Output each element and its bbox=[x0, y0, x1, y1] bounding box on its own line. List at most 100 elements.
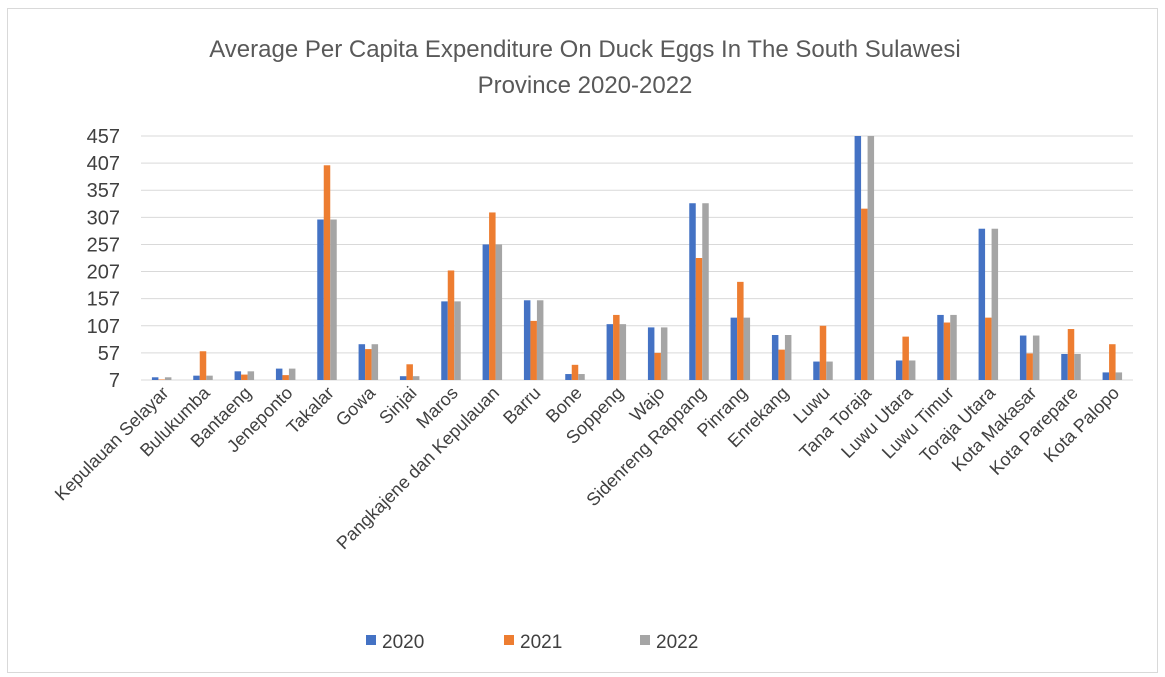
bar-2020-kepulauan-selayar bbox=[151, 377, 159, 380]
bar-2021-gowa bbox=[365, 349, 372, 380]
y-tick-label: 307 bbox=[87, 207, 120, 229]
bar-2020-kota-palopo bbox=[1102, 372, 1110, 380]
bar-2020-bone bbox=[565, 374, 572, 380]
bar-2021-soppeng bbox=[613, 314, 620, 380]
bar-2022-sidenreng-rappang bbox=[702, 203, 709, 380]
bar-2021-wajo bbox=[654, 352, 661, 380]
bar-2022-soppeng bbox=[619, 324, 627, 380]
bar-2022-kota-palopo bbox=[1115, 372, 1123, 380]
bar-2022-kepulauan-selayar bbox=[164, 377, 172, 380]
legend-swatch-2022 bbox=[640, 635, 650, 645]
bar-2021-kota-parepare bbox=[1067, 329, 1075, 380]
y-tick-label: 207 bbox=[87, 262, 120, 284]
y-tick-label: 157 bbox=[87, 289, 120, 311]
x-category-label: Sinjai bbox=[375, 383, 420, 428]
bar-2021-kota-palopo bbox=[1109, 344, 1116, 380]
bar-2020-kota-parepare bbox=[1061, 353, 1068, 380]
x-axis-categories: Kepulauan SelayarBulukumbaBantaengJenepo… bbox=[51, 382, 1123, 553]
y-tick-label: 107 bbox=[87, 316, 120, 338]
bar-2020-takalar bbox=[317, 219, 324, 380]
bar-2021-luwu-timur bbox=[943, 322, 951, 380]
bar-2022-pinrang bbox=[743, 317, 751, 380]
bar-2022-gowa bbox=[371, 344, 379, 380]
bars bbox=[151, 136, 1123, 380]
legend-swatch-2020 bbox=[366, 635, 376, 645]
bar-2021-bulukumba bbox=[199, 351, 207, 380]
legend-label-2021: 2021 bbox=[520, 632, 562, 653]
bar-2022-kota-makasar bbox=[1032, 335, 1040, 380]
y-tick-label: 257 bbox=[87, 234, 120, 256]
bar-2021-luwu-utara bbox=[902, 336, 909, 380]
bar-2022-pangkajene-dan-kepulauan bbox=[495, 244, 503, 380]
bar-2021-pangkajene-dan-kepulauan bbox=[489, 212, 496, 380]
bar-2021-tana-toraja bbox=[861, 208, 868, 380]
legend: 2020 2021 2022 bbox=[366, 632, 698, 653]
bar-2020-luwu-utara bbox=[895, 360, 903, 380]
bar-2021-kepulauan-selayar bbox=[158, 379, 165, 380]
bar-2021-jeneponto bbox=[282, 375, 289, 380]
bar-2022-takalar bbox=[330, 219, 337, 380]
legend-swatch-2021 bbox=[504, 635, 514, 645]
bar-2021-bantaeng bbox=[241, 374, 248, 380]
bar-2021-sidenreng-rappang bbox=[695, 258, 703, 380]
bar-2021-pinrang bbox=[737, 281, 744, 380]
chart-title-line-2: Province 2020-2022 bbox=[478, 72, 693, 99]
bar-2021-maros bbox=[447, 270, 455, 380]
y-axis-ticks: 7 57 107 157 207 257 307 357 407 457 bbox=[87, 126, 120, 392]
bar-2020-pinrang bbox=[730, 317, 738, 380]
bar-2021-toraja-utara bbox=[985, 317, 992, 380]
bar-2022-jeneponto bbox=[288, 368, 296, 380]
y-tick-label: 407 bbox=[87, 153, 120, 175]
gridlines bbox=[141, 135, 1133, 381]
x-category-label: Barru bbox=[499, 383, 544, 428]
x-category-label: Takalar bbox=[283, 383, 338, 438]
bar-2021-barru bbox=[530, 320, 537, 380]
bar-2021-enrekang bbox=[778, 349, 785, 380]
bar-2021-takalar bbox=[323, 165, 331, 380]
bar-2020-enrekang bbox=[771, 335, 779, 380]
bar-2020-barru bbox=[523, 300, 531, 380]
bar-2022-barru bbox=[536, 300, 544, 380]
bar-2020-luwu-timur bbox=[937, 314, 944, 380]
bar-2022-luwu bbox=[826, 361, 833, 380]
bar-2020-pangkajene-dan-kepulauan bbox=[482, 244, 490, 380]
bar-2022-bulukumba bbox=[206, 375, 213, 380]
y-tick-label: 7 bbox=[109, 370, 120, 392]
bar-2020-gowa bbox=[358, 344, 366, 380]
chart-frame bbox=[7, 8, 1158, 673]
bar-2020-sidenreng-rappang bbox=[689, 203, 696, 380]
bar-2022-luwu-utara bbox=[908, 360, 916, 380]
bar-2022-sinjai bbox=[412, 376, 420, 380]
bar-2022-toraja-utara bbox=[991, 228, 999, 380]
bar-2020-bulukumba bbox=[193, 375, 200, 380]
chart-title-line-1: Average Per Capita Expenditure On Duck E… bbox=[209, 36, 961, 63]
bar-2020-luwu bbox=[813, 361, 820, 380]
bar-2022-luwu-timur bbox=[950, 314, 957, 380]
bar-2021-sinjai bbox=[406, 364, 413, 380]
bar-2020-toraja-utara bbox=[978, 228, 986, 380]
x-category-label: Gowa bbox=[332, 382, 380, 430]
y-tick-label: 357 bbox=[87, 180, 120, 202]
bar-2022-bantaeng bbox=[247, 371, 255, 380]
y-tick-label: 457 bbox=[87, 126, 120, 148]
bar-2020-jeneponto bbox=[275, 368, 283, 380]
bar-2020-bantaeng bbox=[234, 371, 242, 380]
bar-2022-maros bbox=[454, 301, 461, 380]
bar-2021-kota-makasar bbox=[1026, 353, 1033, 380]
bar-2022-wajo bbox=[660, 327, 668, 380]
bar-2022-tana-toraja bbox=[867, 136, 875, 380]
bar-2022-bone bbox=[578, 374, 585, 380]
bar-2021-luwu bbox=[819, 325, 827, 380]
bar-2020-wajo bbox=[647, 327, 655, 380]
bar-2020-soppeng bbox=[606, 324, 614, 380]
y-tick-label: 57 bbox=[98, 343, 120, 365]
legend-label-2022: 2022 bbox=[656, 632, 698, 653]
bar-2022-enrekang bbox=[784, 335, 792, 380]
bar-2020-kota-makasar bbox=[1019, 335, 1027, 380]
bar-2020-sinjai bbox=[399, 376, 407, 380]
bar-2020-maros bbox=[441, 301, 448, 380]
legend-label-2020: 2020 bbox=[382, 632, 424, 653]
bar-2020-tana-toraja bbox=[854, 136, 862, 380]
bar-2022-kota-parepare bbox=[1074, 353, 1081, 380]
